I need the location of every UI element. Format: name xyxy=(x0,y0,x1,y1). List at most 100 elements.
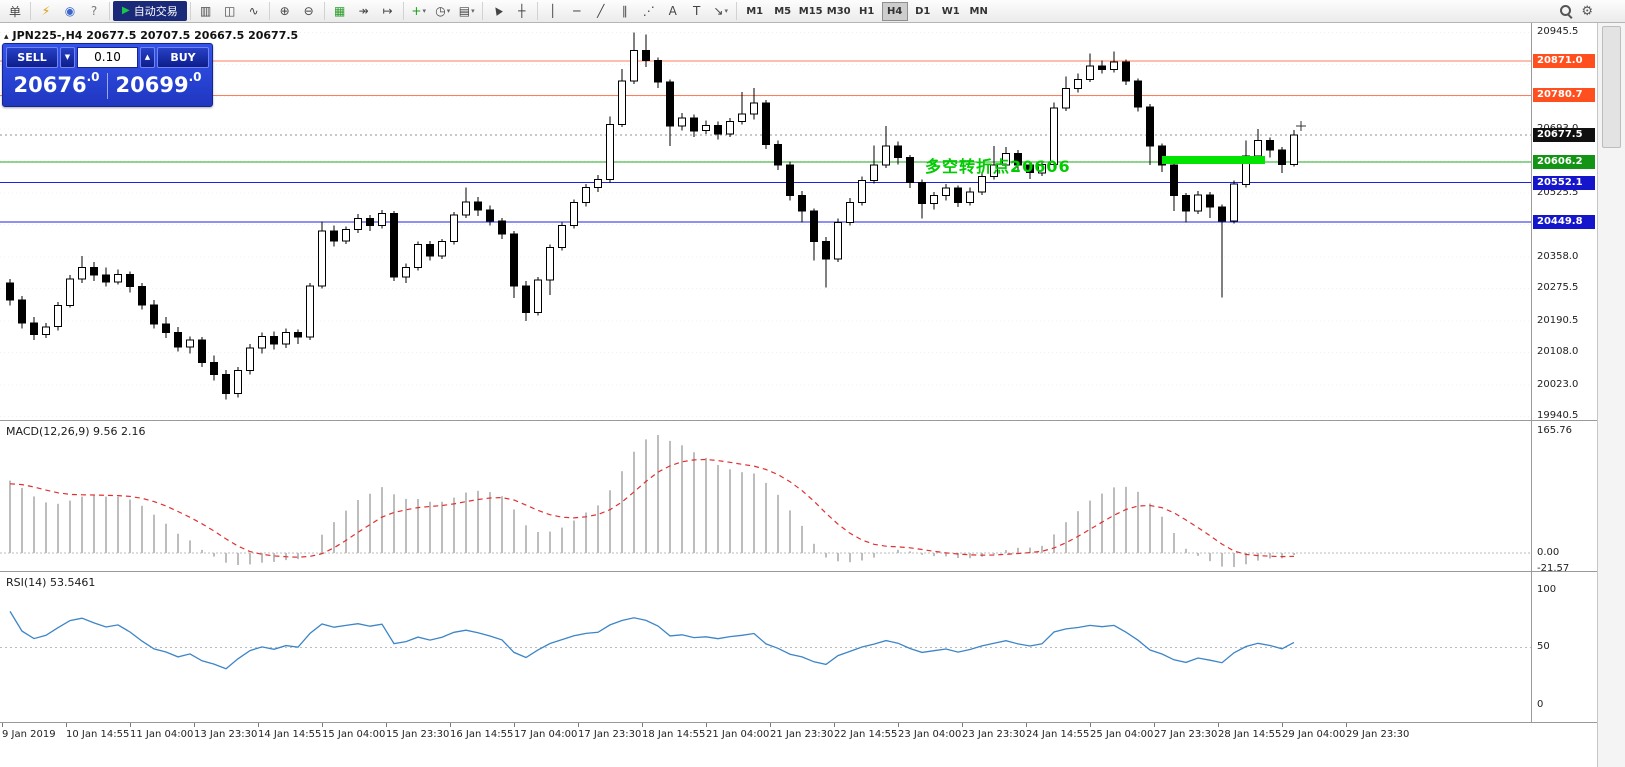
price-tick: 20275.5 xyxy=(1537,282,1579,293)
price-axis[interactable]: 19940.5 20023.0 20108.0 20190.5 20275.5 20358… xyxy=(1531,23,1597,723)
time-tick-label: 18 Jan 14:55 xyxy=(642,729,706,740)
time-tick xyxy=(386,723,387,727)
channel-icon[interactable]: ∥ xyxy=(621,4,628,18)
rsi-line-chart xyxy=(0,572,1531,722)
new-order-button[interactable]: 单 xyxy=(8,4,21,19)
periods-icon-dropdown: ▾ xyxy=(446,7,451,15)
cursor-icon[interactable]: ▲ xyxy=(491,3,504,18)
macd-axis-label: -21.57 xyxy=(1537,563,1570,574)
chart-shift-icon[interactable]: ↦ xyxy=(382,4,393,18)
time-tick xyxy=(514,723,515,727)
horizontal-line-icon[interactable]: ─ xyxy=(573,4,581,18)
zoom-out-icon[interactable]: ⊖ xyxy=(303,4,314,18)
time-tick xyxy=(962,723,963,727)
volume-increase-button[interactable]: ▲ xyxy=(140,47,155,68)
time-tick-label: 11 Jan 04:00 xyxy=(130,729,194,740)
timeframe-w1[interactable]: W1 xyxy=(941,5,960,17)
text-icon[interactable]: A xyxy=(668,4,677,18)
sell-price: 20676.0 xyxy=(13,70,100,97)
macd-panel[interactable]: MACD(12,26,9) 9.56 2.16 xyxy=(0,421,1531,571)
fibonacci-icon[interactable]: ⋰ xyxy=(642,4,655,18)
current-price-tag: 20677.5 xyxy=(1533,128,1595,142)
level-price-tag: 20449.8 xyxy=(1533,215,1595,229)
time-tick xyxy=(578,723,579,727)
candlestick-chart-icon[interactable]: ◫ xyxy=(224,4,236,18)
one-click-trading-panel: SELL ▼ 0.10 ▲ BUY 20676.0 20699.0 xyxy=(2,43,213,107)
tile-windows-icon[interactable]: ▦ xyxy=(334,4,346,18)
time-tick xyxy=(1282,723,1283,727)
periods-icon[interactable]: ◷ ▾ xyxy=(435,4,451,18)
vertical-scrollbar[interactable] xyxy=(1597,23,1625,767)
panel-separator[interactable] xyxy=(0,420,1597,421)
autotrading-button[interactable]: ▶ 自动交易 xyxy=(113,1,187,21)
rsi-panel[interactable]: RSI(14) 53.5461 xyxy=(0,572,1531,722)
time-tick xyxy=(322,723,323,727)
price-tick: 20945.5 xyxy=(1537,26,1579,37)
time-tick-label: 17 Jan 04:00 xyxy=(514,729,578,740)
time-tick-label: 27 Jan 23:30 xyxy=(1154,729,1218,740)
time-tick-label: 21 Jan 23:30 xyxy=(770,729,834,740)
templates-icon[interactable]: ▤ ▾ xyxy=(458,4,475,18)
line-chart-icon[interactable]: ∿ xyxy=(248,4,259,18)
time-tick xyxy=(194,723,195,727)
chart-info-line: ▴ JPN225-,H4 20677.5 20707.5 20667.5 2067… xyxy=(4,29,298,42)
timeframe-m5[interactable]: M5 xyxy=(774,5,792,17)
time-tick-label: 24 Jan 14:55 xyxy=(1026,729,1090,740)
timeframe-h4[interactable]: H4 xyxy=(881,1,908,21)
time-axis[interactable]: 9 Jan 2019 10 Jan 14:55 11 Jan 04:00 13 Jan… xyxy=(0,723,1597,767)
zoom-in-icon[interactable]: ⊕ xyxy=(279,4,290,18)
time-tick xyxy=(898,723,899,727)
scrollbar-thumb[interactable] xyxy=(1602,26,1621,148)
buy-button[interactable]: BUY xyxy=(157,47,209,68)
timeframe-h1[interactable]: H1 xyxy=(859,5,875,17)
level-price-tag: 20606.2 xyxy=(1533,155,1595,169)
time-tick xyxy=(66,723,67,727)
sell-button[interactable]: SELL xyxy=(6,47,58,68)
volume-decrease-button[interactable]: ▼ xyxy=(60,47,75,68)
time-tick-label: 15 Jan 04:00 xyxy=(322,729,386,740)
timeframe-mn[interactable]: MN xyxy=(969,5,988,17)
price-tick: 20108.0 xyxy=(1537,346,1579,357)
trendline-icon[interactable]: ╱ xyxy=(597,4,605,18)
panel-separator[interactable] xyxy=(0,571,1597,572)
arrows-icon[interactable]: ↘ ▾ xyxy=(713,4,728,18)
new-chart-icon[interactable]: ⚡ xyxy=(41,4,51,18)
timeframe-m15[interactable]: M15 xyxy=(798,5,823,17)
settings-icon[interactable]: ⚙ xyxy=(1581,4,1593,19)
vertical-line-icon[interactable]: │ xyxy=(549,4,557,18)
price-tick: 19940.5 xyxy=(1537,410,1579,421)
indicators-add-icon-dropdown: ▾ xyxy=(422,7,426,15)
time-tick xyxy=(642,723,643,727)
time-tick xyxy=(258,723,259,727)
timeframe-d1[interactable]: D1 xyxy=(915,5,931,17)
time-tick-label: 15 Jan 23:30 xyxy=(386,729,450,740)
panel-separator xyxy=(0,722,1597,723)
time-tick-label: 13 Jan 23:30 xyxy=(194,729,258,740)
price-divider xyxy=(107,72,108,99)
time-tick-label: 23 Jan 04:00 xyxy=(898,729,962,740)
profiles-icon[interactable]: ◉ xyxy=(64,4,76,18)
indicators-add-icon[interactable]: + ▾ xyxy=(411,4,426,18)
time-tick xyxy=(1218,723,1219,727)
timeframe-m1[interactable]: M1 xyxy=(746,5,764,17)
macd-axis-label: 0.00 xyxy=(1537,547,1560,558)
one-click-toggle-icon[interactable]: ▴ xyxy=(4,32,9,42)
label-icon[interactable]: T xyxy=(693,4,701,18)
macd-axis-label: 165.76 xyxy=(1537,425,1572,436)
time-tick xyxy=(1154,723,1155,727)
auto-scroll-icon[interactable]: ↠ xyxy=(358,4,369,18)
bar-chart-icon[interactable]: ▥ xyxy=(200,4,212,18)
templates-icon-dropdown: ▾ xyxy=(471,7,475,15)
search-icon[interactable] xyxy=(1560,5,1573,18)
main-chart-canvas[interactable]: ▴ JPN225-,H4 20677.5 20707.5 20667.5 2067… xyxy=(0,23,1531,420)
time-tick-label: 29 Jan 23:30 xyxy=(1346,729,1410,740)
volume-input[interactable]: 0.10 xyxy=(77,47,138,68)
time-tick-label: 14 Jan 14:55 xyxy=(258,729,322,740)
help-icon[interactable]: ? xyxy=(90,4,98,18)
time-tick-label: 10 Jan 14:55 xyxy=(66,729,130,740)
macd-histogram xyxy=(0,421,1531,571)
timeframe-m30[interactable]: M30 xyxy=(826,5,851,17)
time-tick-label: 29 Jan 04:00 xyxy=(1282,729,1346,740)
crosshair-icon[interactable]: ┼ xyxy=(518,4,526,18)
